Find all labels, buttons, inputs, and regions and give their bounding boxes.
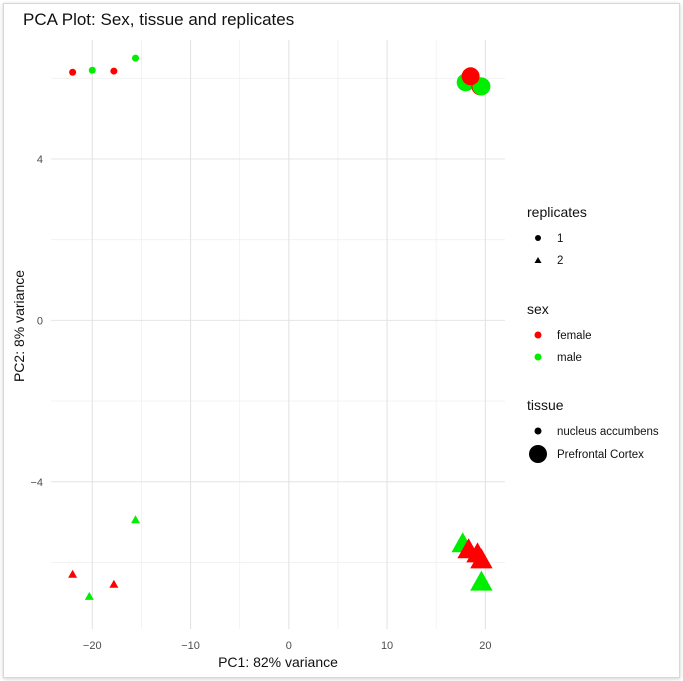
legend-label-male: male [557, 352, 582, 364]
data-point-circle [69, 68, 77, 76]
data-point-triangle [68, 569, 78, 578]
data-point-triangle [84, 591, 94, 600]
y-tick-label: 0 [37, 315, 43, 327]
x-tick-label: −10 [181, 640, 200, 652]
x-tick-label: −20 [83, 640, 102, 652]
data-point-triangle [131, 515, 140, 524]
x-tick-label: 10 [381, 640, 393, 652]
legend-key-triangle [534, 257, 542, 263]
legend-key-circle [535, 235, 541, 241]
legend-key-large-size [529, 445, 547, 463]
chart-frame [3, 3, 680, 678]
data-point-circle [132, 54, 140, 62]
chart-title: PCA Plot: Sex, tissue and replicates [23, 10, 294, 29]
x-tick-label: 0 [286, 640, 292, 652]
data-point-circle [88, 66, 96, 74]
tick-labels: −20 −10 0 10 20 −4 0 4 [30, 154, 491, 652]
legend-key-male [534, 353, 542, 361]
legend-key-female [534, 331, 542, 339]
data-points [68, 54, 493, 600]
x-axis-title: PC1: 82% variance [218, 654, 338, 670]
data-point-triangle [109, 579, 119, 588]
data-point-circle [461, 67, 480, 86]
x-tick-label: 20 [479, 640, 491, 652]
legend-label-replicate-2: 2 [557, 255, 563, 267]
legend-title-sex: sex [527, 301, 549, 317]
y-tick-label: 4 [37, 154, 43, 166]
legend-label-female: female [557, 330, 592, 342]
data-point-triangle [470, 570, 493, 591]
legend-title-tissue: tissue [527, 397, 564, 413]
legend-title-replicates: replicates [527, 204, 587, 220]
legend-label-prefrontal-cortex: Prefrontal Cortex [557, 449, 644, 461]
data-point-triangle [470, 548, 493, 569]
grid [51, 40, 505, 629]
legend-label-nucleus-accumbens: nucleus accumbens [557, 426, 659, 438]
y-axis-title: PC2: 8% variance [11, 270, 27, 382]
y-tick-label: −4 [30, 477, 43, 489]
data-point-circle [110, 67, 118, 75]
legend-label-replicate-1: 1 [557, 233, 563, 245]
legend: replicates 1 2 sex female male tissue nu… [527, 204, 659, 463]
legend-key-small-size [534, 427, 542, 435]
